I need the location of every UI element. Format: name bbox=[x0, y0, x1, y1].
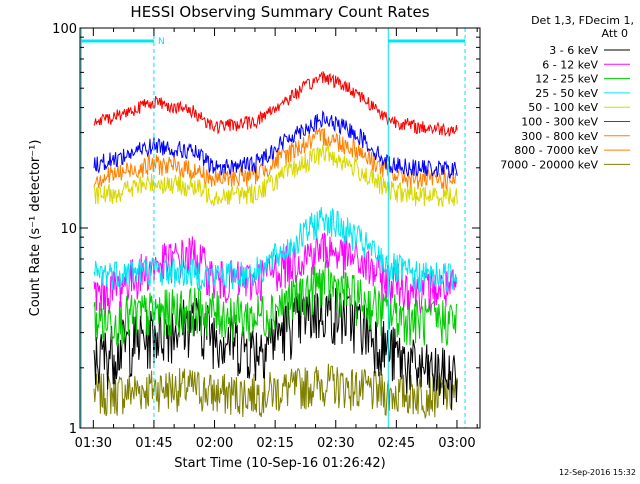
series-50-100-kev bbox=[93, 144, 458, 207]
series-3-6-kev bbox=[93, 287, 458, 411]
series-line-unlabeled-blue bbox=[93, 110, 458, 179]
series-line-6-12-kev bbox=[93, 232, 458, 314]
footer-date: 12-Sep-2016 15:32 bbox=[559, 468, 636, 477]
x-tick-label: 02:30 bbox=[317, 436, 354, 451]
series-line-25-50-kev bbox=[93, 206, 458, 294]
series-line-300-800-kev bbox=[93, 127, 458, 192]
series-line-50-100-kev bbox=[93, 144, 458, 207]
series-7000-20000-kev bbox=[93, 363, 458, 420]
legend-label-300-800-kev: 300 - 800 keV bbox=[521, 130, 598, 143]
chart-title: HESSI Observing Summary Count Rates bbox=[130, 3, 429, 21]
attenuator-layer: N bbox=[80, 28, 466, 428]
series-25-50-kev bbox=[93, 206, 458, 294]
legend-header-line-2: Att 0 bbox=[602, 27, 628, 40]
series-line-3-6-kev bbox=[93, 287, 458, 411]
series-300-800-kev bbox=[93, 127, 458, 192]
legend-header-line-1: Det 1,3, FDecim 1, bbox=[531, 14, 634, 27]
x-axis-label: Start Time (10-Sep-16 01:26:42) bbox=[174, 456, 385, 471]
series-6-12-kev bbox=[93, 232, 458, 314]
legend-label-12-25-kev: 12 - 25 keV bbox=[535, 73, 598, 86]
x-tick-label: 01:30 bbox=[75, 436, 112, 451]
series-unlabeled-blue bbox=[93, 110, 458, 179]
legend-label-800-7000-kev: 800 - 7000 keV bbox=[514, 144, 598, 157]
series-line-12-25-kev bbox=[93, 259, 458, 347]
legend-label-100-300-kev: 100 - 300 keV bbox=[521, 116, 598, 129]
legend-label-7000-20000-kev: 7000 - 20000 keV bbox=[500, 158, 598, 171]
legend-label-25-50-kev: 25 - 50 keV bbox=[535, 87, 598, 100]
attenuator-marker-label: N bbox=[158, 37, 165, 47]
legend-label-50-100-kev: 50 - 100 keV bbox=[528, 101, 598, 114]
y-tick-label: 100 bbox=[52, 22, 77, 37]
legend-label-6-12-kev: 6 - 12 keV bbox=[542, 58, 598, 71]
y-tick-label: 1 bbox=[69, 422, 77, 437]
x-tick-label: 02:45 bbox=[378, 436, 415, 451]
series-line-7000-20000-kev bbox=[93, 363, 458, 420]
y-tick-label: 10 bbox=[60, 222, 77, 237]
x-tick-label: 03:00 bbox=[438, 436, 475, 451]
series-100-300-kev bbox=[93, 70, 458, 138]
legend-label-3-6-kev: 3 - 6 keV bbox=[549, 44, 598, 57]
y-axis-label: Count Rate (s⁻¹ detector⁻¹) bbox=[28, 140, 43, 317]
x-tick-label: 01:45 bbox=[135, 436, 172, 451]
axis-layer: 01:30 01:45 02:00 02:15 02:30 02:45 03:00 1 10 10… bbox=[52, 22, 480, 451]
x-tick-label: 02:00 bbox=[196, 436, 233, 451]
series-line-100-300-kev bbox=[93, 70, 458, 138]
series-12-25-kev bbox=[93, 259, 458, 347]
x-tick-label: 02:15 bbox=[256, 436, 293, 451]
series-layer bbox=[93, 70, 458, 420]
